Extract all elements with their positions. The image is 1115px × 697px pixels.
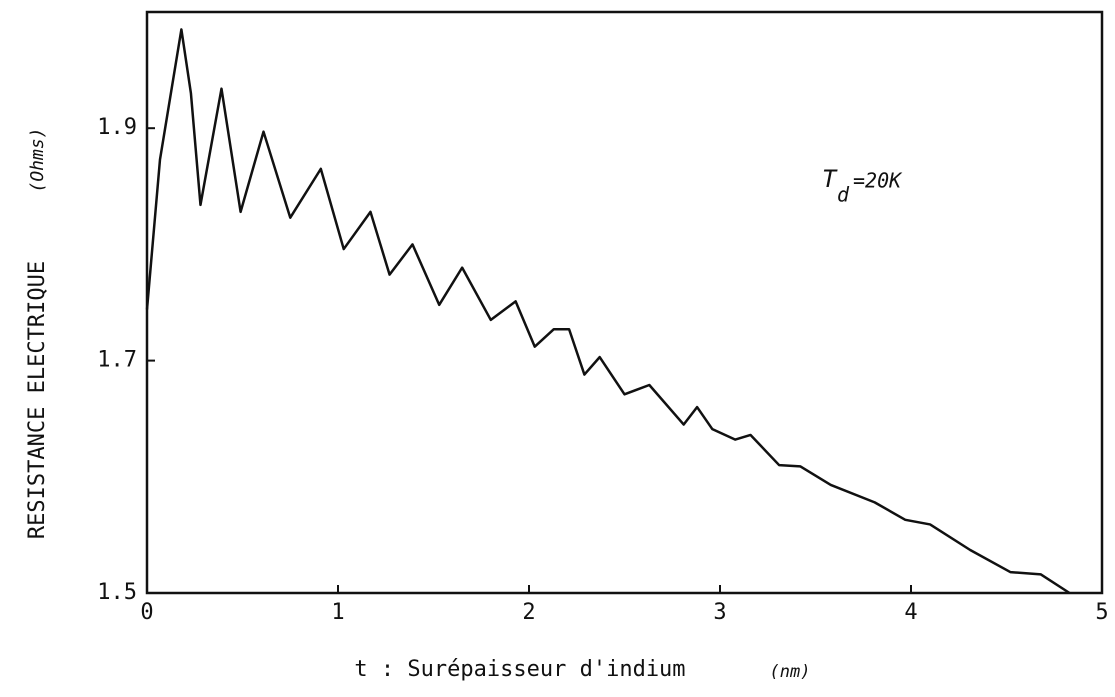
annotation-main: T [822, 165, 838, 193]
y-axis-label: RESISTANCE ELECTRIQUE [25, 261, 50, 539]
x-axis-label: t : Surépaisseur d'indium [354, 657, 685, 682]
y-tick-label: 1.9 [97, 115, 137, 140]
y-tick-label: 1.5 [97, 580, 137, 605]
x-tick-label: 0 [140, 600, 153, 625]
x-tick-label: 3 [713, 600, 726, 625]
x-tick-label: 5 [1095, 600, 1108, 625]
plot-frame [145, 10, 1104, 595]
y-axis-unit: (Ohms) [27, 127, 48, 192]
x-axis-unit: (nm) [770, 662, 811, 682]
y-tick-label: 1.7 [97, 348, 137, 373]
x-tick-label: 2 [522, 600, 535, 625]
annotation-tail: =20K [853, 169, 903, 193]
annotation-sub: d [837, 183, 850, 207]
x-tick-label: 4 [904, 600, 917, 625]
x-tick-label: 1 [331, 600, 344, 625]
data-line [145, 28, 1071, 595]
